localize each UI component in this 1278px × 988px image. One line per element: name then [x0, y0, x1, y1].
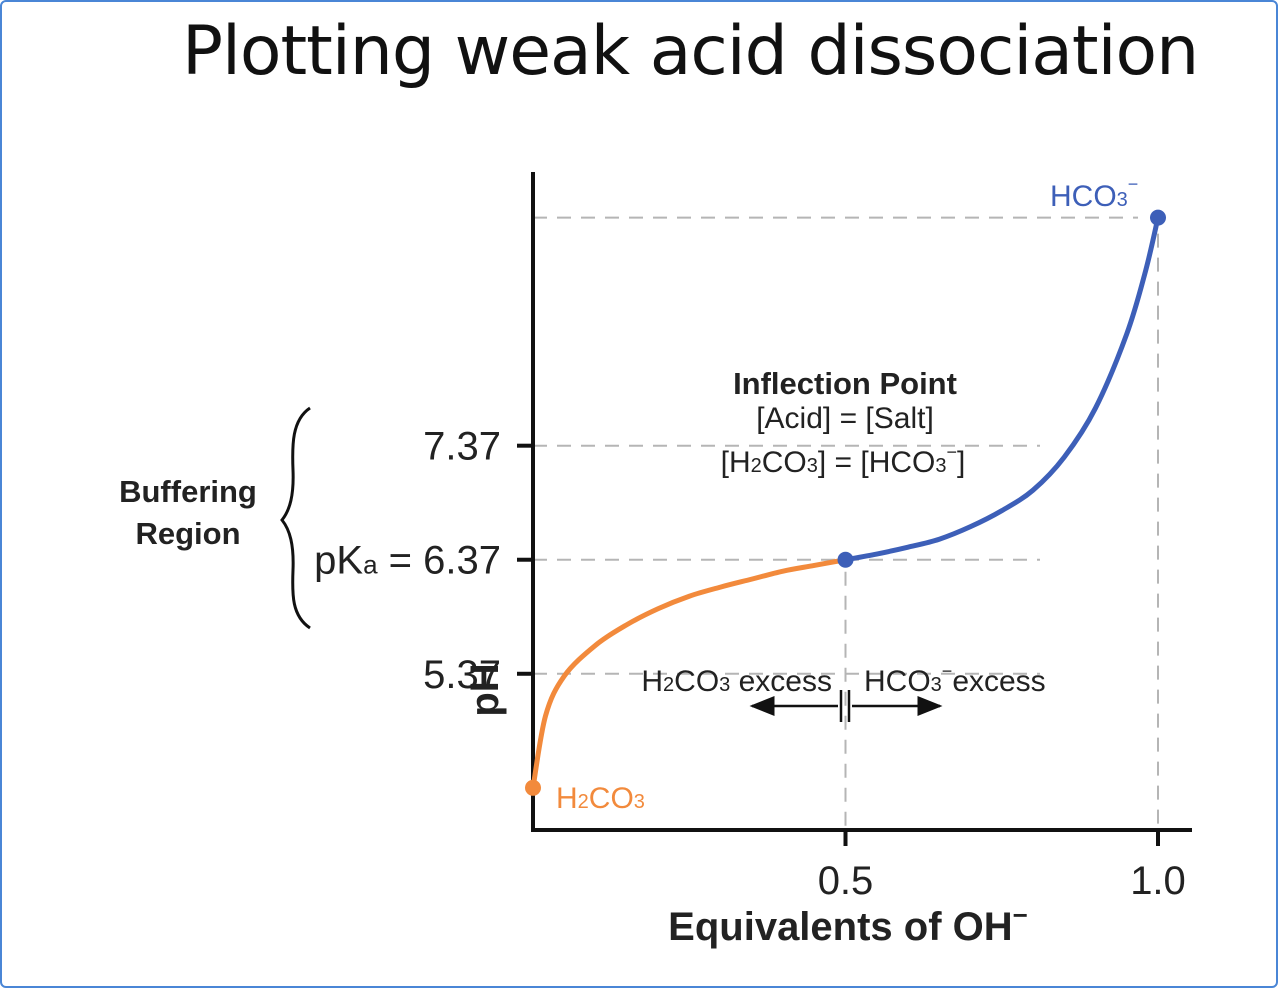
- series-line-0: [530, 557, 848, 791]
- y-tick-label-1: pKa = 6.37: [314, 539, 501, 583]
- y-tick-label-2: 5.37: [423, 653, 501, 697]
- y-tick-label-0: 7.37: [423, 425, 501, 469]
- point-marker-1: [837, 551, 854, 568]
- inflection-line1: [Acid] = [Salt]: [756, 402, 934, 435]
- buffering-label-line1: Buffering: [119, 474, 257, 509]
- markers: [525, 209, 1166, 796]
- guide-lines: [533, 216, 1159, 830]
- hco3-point-label: HCO3−: [1050, 174, 1138, 213]
- point-marker-0: [525, 779, 541, 796]
- series-line-1: [843, 215, 1161, 563]
- inflection-title: Inflection Point: [733, 366, 957, 401]
- y-ticks: 7.37 pKa = 6.37 5.37: [314, 425, 533, 697]
- buffering-brace: [280, 406, 311, 630]
- x-tick-label-0: 0.5: [818, 859, 874, 903]
- x-axis-label: Equivalents of OH−: [668, 900, 1028, 949]
- axes: [531, 172, 1192, 832]
- x-tick-label-1: 1.0: [1130, 859, 1186, 903]
- point-marker-2: [1150, 209, 1166, 226]
- slide-title: Plotting weak acid dissociation: [182, 12, 1199, 91]
- h2co3-point-label: H2CO3: [556, 782, 645, 815]
- inflection-line2: [H2CO3] = [HCO3−]: [721, 442, 966, 479]
- buffering-label-line2: Region: [135, 516, 240, 551]
- x-axis-label-sup: −: [1013, 900, 1028, 930]
- curves: [530, 215, 1161, 791]
- x-axis-label-text: Equivalents of OH: [668, 905, 1013, 949]
- y-axis-label: pH: [463, 663, 507, 716]
- x-ticks: 0.5 1.0: [818, 830, 1186, 903]
- base-excess-label: HCO3−excess: [864, 661, 1046, 698]
- acid-excess-label: H2CO3 excess: [641, 665, 832, 698]
